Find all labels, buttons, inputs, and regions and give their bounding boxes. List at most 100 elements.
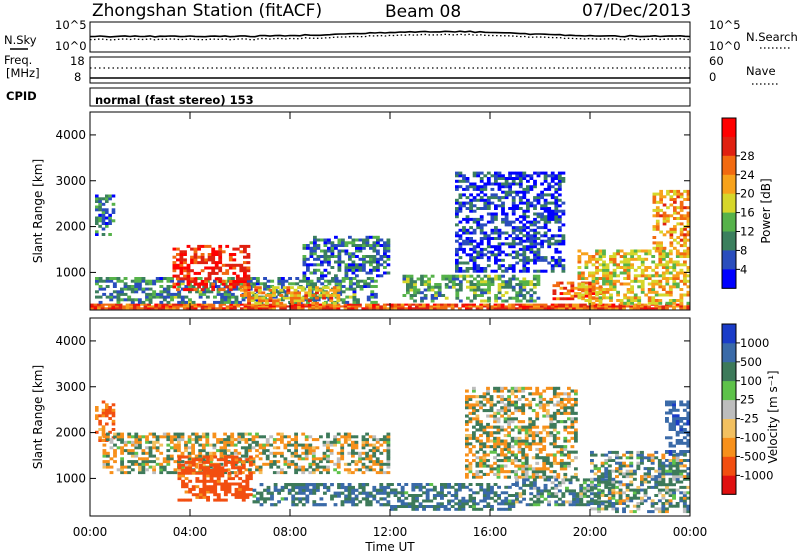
echo-cell: [201, 432, 206, 436]
echo-cell: [331, 279, 335, 283]
echo-cell: [526, 209, 530, 213]
echo-cell: [344, 268, 349, 272]
echo-cell: [322, 443, 327, 447]
echo-cell: [543, 193, 548, 197]
echo-cell: [406, 288, 410, 292]
echo-cell: [479, 196, 484, 200]
echo-cell: [220, 458, 225, 462]
echo-cell: [108, 430, 112, 434]
echo-cell: [493, 439, 497, 443]
echo-cell: [570, 284, 575, 288]
echo-cell: [518, 239, 523, 243]
echo-cell: [444, 296, 449, 300]
echo-cell: [468, 307, 473, 310]
echo-cell: [661, 285, 666, 289]
echo-cell: [362, 266, 366, 269]
echo-cell: [661, 271, 666, 275]
echo-cell: [479, 485, 484, 489]
echo-cell: [561, 303, 566, 306]
echo-cell: [552, 456, 557, 460]
echo-cell: [461, 496, 466, 500]
echo-cell: [479, 475, 483, 479]
echo-cell: [517, 409, 522, 413]
echo-cell: [123, 449, 128, 453]
echo-cell: [472, 409, 476, 413]
echo-cell: [666, 214, 670, 218]
echo-cell: [518, 291, 523, 295]
echo-cell: [511, 494, 516, 497]
echo-cell: [336, 432, 341, 436]
echo-cell: [248, 457, 252, 461]
echo-cell: [515, 228, 520, 232]
echo-cell: [311, 449, 316, 453]
echo-cell: [574, 428, 578, 432]
echo-cell: [507, 470, 511, 474]
echo-cell: [468, 406, 473, 410]
echo-cell: [109, 446, 114, 450]
echo-cell: [250, 307, 255, 310]
echo-cell: [214, 271, 219, 275]
echo-cell: [540, 239, 544, 243]
echo-cell: [427, 277, 431, 281]
echo-cell: [255, 435, 259, 439]
echo-cell: [448, 274, 453, 278]
echo-cell: [529, 280, 534, 284]
echo-cell: [595, 257, 599, 261]
echo-cell: [584, 288, 589, 291]
echo-cell: [465, 502, 469, 506]
echo-cell: [200, 288, 205, 292]
echo-cell: [204, 277, 208, 281]
echo-cell: [297, 305, 301, 308]
echo-cell: [465, 231, 470, 235]
echo-cell: [440, 488, 444, 492]
echo-cell: [570, 289, 575, 293]
echo-cell: [98, 219, 102, 223]
echo-cell: [602, 290, 606, 294]
echo-cell: [529, 307, 534, 310]
echo-cell: [218, 244, 223, 248]
echo-cell: [662, 233, 667, 237]
echo-cell: [540, 305, 544, 308]
echo-cell: [521, 395, 526, 399]
echo-cell: [500, 305, 505, 308]
echo-cell: [626, 266, 631, 269]
echo-cell: [255, 440, 259, 444]
echo-cell: [476, 288, 481, 292]
echo-cell: [542, 403, 547, 407]
echo-cell: [368, 500, 373, 504]
echo-cell: [504, 285, 509, 289]
echo-cell: [207, 244, 212, 248]
echo-cell: [223, 493, 228, 497]
echo-cell: [655, 227, 660, 231]
echo-cell: [591, 301, 596, 305]
echo-cell: [201, 462, 206, 466]
echo-cell: [379, 488, 384, 492]
echo-cell: [529, 250, 534, 254]
echo-cell: [633, 299, 638, 302]
echo-cell: [518, 303, 523, 306]
echo-cell: [479, 242, 484, 246]
echo-cell: [357, 305, 362, 308]
echo-cell: [248, 474, 253, 478]
echo-cell: [528, 467, 533, 471]
echo-cell: [472, 417, 476, 421]
echo-cell: [313, 252, 317, 256]
echo-cell: [515, 174, 520, 178]
echo-cell: [230, 471, 235, 475]
echo-cell: [340, 446, 345, 450]
echo-cell: [180, 432, 185, 436]
echo-cell: [372, 494, 377, 498]
echo-cell: [308, 483, 313, 487]
echo-cell: [95, 233, 99, 236]
echo-cell: [425, 483, 430, 486]
echo-cell: [507, 307, 512, 310]
echo-cell: [515, 261, 520, 265]
echo-cell: [112, 282, 117, 286]
echo-cell: [111, 408, 116, 412]
echo-cell: [652, 200, 657, 204]
echo-cell: [177, 458, 182, 462]
echo-cell: [483, 274, 488, 278]
echo-cell: [630, 266, 634, 269]
echo-cell: [221, 250, 226, 254]
echo-cell: [547, 215, 552, 219]
